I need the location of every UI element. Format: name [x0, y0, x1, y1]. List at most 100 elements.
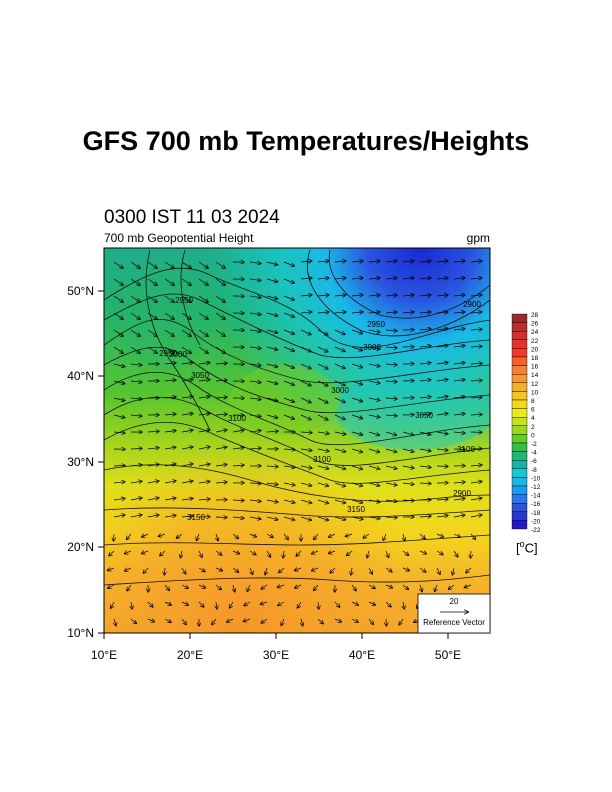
wind-arrow-icon — [147, 448, 159, 449]
height-contour-line — [104, 293, 490, 359]
wind-arrow-icon — [198, 329, 208, 336]
wind-arrow-icon — [436, 295, 448, 296]
wind-arrow-icon — [265, 567, 267, 575]
wind-arrow-icon — [368, 398, 380, 400]
height-contour-line — [104, 371, 490, 446]
wind-arrow-icon — [249, 313, 261, 315]
wind-arrow-icon — [164, 481, 176, 483]
height-contour-line — [145, 249, 211, 431]
wind-arrow-icon — [198, 278, 208, 285]
wind-arrow-icon — [419, 483, 431, 484]
wind-arrow-icon — [300, 329, 311, 335]
wind-arrow-icon — [250, 567, 253, 575]
wind-arrow-icon — [130, 261, 140, 268]
wind-arrow-icon — [419, 312, 431, 313]
wind-arrow-icon — [147, 464, 159, 466]
colorbar-swatch — [511, 382, 528, 392]
wind-arrow-icon — [385, 261, 397, 262]
wind-arrow-icon — [181, 567, 186, 574]
wind-arrow-icon — [113, 363, 125, 367]
wind-arrow-icon — [317, 482, 329, 486]
wind-arrow-icon — [113, 278, 123, 285]
wind-arrow-icon — [113, 295, 123, 302]
wind-arrow-icon — [436, 328, 448, 330]
wind-arrow-icon — [385, 585, 392, 588]
wind-arrow-icon — [385, 347, 397, 348]
wind-arrow-icon — [130, 448, 142, 449]
colorbar-level-label: -16 — [531, 501, 541, 508]
wind-arrow-icon — [232, 551, 239, 554]
wind-arrow-icon — [113, 346, 123, 353]
wind-arrow-icon — [470, 278, 482, 279]
wind-arrow-icon — [283, 466, 295, 468]
wind-arrow-icon — [385, 278, 397, 279]
wind-arrow-icon — [181, 464, 193, 466]
wind-arrow-icon — [176, 533, 183, 538]
wind-arrow-icon — [215, 414, 227, 415]
wind-arrow-icon — [266, 533, 273, 537]
wind-arrow-icon — [130, 618, 136, 624]
wind-arrow-icon — [216, 533, 218, 541]
wind-arrow-icon — [164, 278, 174, 285]
wind-arrow-icon — [314, 533, 319, 540]
wind-arrow-icon — [402, 448, 414, 452]
wind-arrow-icon — [181, 516, 193, 517]
wind-arrow-icon — [402, 278, 414, 279]
wind-arrow-icon — [233, 584, 235, 592]
wind-arrow-icon — [453, 432, 465, 433]
wind-arrow-icon — [283, 363, 294, 368]
wind-arrow-icon — [181, 346, 191, 353]
wind-arrow-icon — [453, 449, 465, 450]
wind-arrow-icon — [181, 413, 193, 415]
wind-arrow-icon — [113, 261, 123, 268]
contour-label: 3000 — [331, 386, 349, 395]
wind-arrow-icon — [351, 584, 356, 591]
wind-arrow-icon — [367, 550, 369, 558]
wind-arrow-icon — [198, 601, 204, 607]
wind-arrow-icon — [266, 414, 278, 418]
wind-arrow-icon — [215, 464, 227, 466]
wind-arrow-icon — [351, 465, 363, 469]
wind-arrow-icon — [130, 415, 142, 416]
wind-arrow-icon — [383, 533, 386, 540]
colorbar-swatch — [511, 520, 528, 530]
wind-arrow-icon — [385, 364, 397, 365]
valid-time: 0300 IST 11 03 2024 — [104, 207, 280, 228]
reference-vector-label: Reference Vector — [423, 618, 485, 627]
colorbar-swatch — [511, 434, 528, 444]
wind-arrow-icon — [266, 346, 278, 350]
wind-arrow-icon — [317, 414, 328, 420]
wind-arrow-icon — [453, 295, 465, 296]
wind-arrow-icon — [164, 261, 174, 268]
wind-arrow-icon — [113, 465, 125, 466]
wind-arrow-icon — [212, 618, 217, 625]
wind-arrow-icon — [181, 312, 191, 319]
wind-arrow-icon — [164, 464, 176, 466]
wind-arrow-icon — [215, 397, 227, 398]
wind-arrow-icon — [317, 278, 329, 279]
wind-arrow-icon — [198, 585, 205, 588]
colorbar-swatch — [511, 485, 528, 495]
wind-arrow-icon — [351, 278, 363, 279]
wind-arrow-icon — [334, 619, 341, 622]
colorbar-unit: [oC] — [516, 539, 538, 556]
wind-arrow-icon — [300, 380, 311, 386]
wind-arrow-icon — [147, 312, 157, 319]
colorbar-swatch — [511, 365, 528, 375]
wind-arrow-icon — [249, 448, 261, 449]
wind-arrow-icon — [300, 432, 312, 433]
chart-title: GFS 700 mb Temperatures/Heights — [82, 126, 530, 156]
wind-arrow-icon — [160, 550, 166, 556]
wind-arrow-icon — [453, 329, 465, 330]
wind-arrow-icon — [453, 567, 455, 575]
wind-arrow-icon — [198, 261, 208, 268]
wind-arrow-icon — [385, 465, 397, 469]
wind-arrow-icon — [385, 312, 397, 313]
colorbar-swatch — [511, 313, 528, 323]
wind-arrow-icon — [403, 533, 405, 541]
wind-arrow-icon — [266, 516, 278, 520]
contour-label: 2900 — [463, 300, 481, 309]
wind-arrow-icon — [300, 363, 311, 369]
contour-labels: 2950 2950 2900 3000 3050 3000 3100 3050 3100 3100… — [159, 296, 481, 522]
colorbar-swatch — [511, 477, 528, 487]
